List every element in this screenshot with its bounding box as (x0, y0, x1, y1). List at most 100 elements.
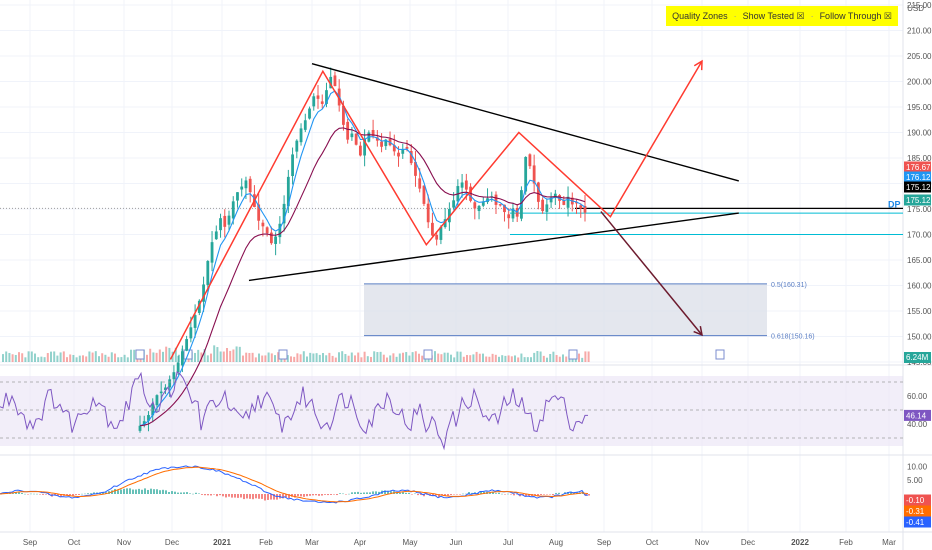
macd-histogram-bar (444, 494, 446, 497)
price-badge (904, 171, 931, 183)
quality-zones-button[interactable]: Quality Zones (672, 11, 728, 21)
macd-histogram-bar (420, 494, 422, 496)
volume-bar (101, 353, 104, 362)
macd-histogram-bar (171, 491, 173, 494)
macd-histogram-bar (30, 493, 32, 495)
price-badge-label: 176.67 (906, 163, 931, 172)
macd-histogram-bar (297, 494, 299, 497)
volume-bar (514, 355, 516, 362)
macd-histogram-bar (219, 494, 221, 496)
volume-bar (382, 354, 385, 362)
volume-bar (373, 351, 376, 362)
volume-bar (552, 351, 555, 362)
volume-bar (510, 356, 513, 362)
macd-histogram-bar (318, 494, 320, 496)
macd-histogram-bar (453, 494, 455, 495)
volume-bar (549, 354, 552, 362)
macd-histogram-bar (537, 494, 539, 497)
volume-bar (267, 352, 270, 362)
candle-body (193, 315, 197, 328)
time-tick-label: Sep (23, 538, 38, 547)
macd-histogram-bar (141, 489, 143, 494)
macd-tick-label: 5.00 (907, 476, 923, 485)
volume-bar (56, 355, 59, 362)
volume-bar (158, 349, 161, 362)
candle-body (147, 415, 150, 421)
macd-histogram-bar (258, 494, 260, 499)
macd-histogram-bar (72, 494, 74, 497)
macd-histogram-bar (90, 493, 92, 494)
volume-bar (50, 351, 52, 362)
volume-bar (482, 353, 484, 362)
volume-bar (296, 353, 299, 362)
price-tick-label: 155.00 (907, 307, 932, 316)
macd-histogram-bar (378, 491, 380, 494)
macd-histogram-bar (168, 491, 170, 494)
volume-bar (459, 351, 462, 362)
volume-bar (248, 352, 251, 362)
candle-body (371, 129, 375, 137)
grid (0, 0, 903, 532)
price-tick-label: 200.00 (907, 78, 932, 87)
candle-body (168, 379, 172, 388)
triangle-trendline (248, 212, 739, 282)
macd-histogram-bar (294, 494, 296, 498)
macd-histogram-bar (240, 494, 242, 498)
candle-body (511, 208, 515, 219)
time-tick-label: Jun (450, 538, 463, 547)
macd-histogram-bar (60, 494, 62, 497)
volume-bar (219, 351, 222, 362)
macd-histogram-bar (177, 492, 179, 494)
time-tick-label: 2021 (213, 538, 231, 547)
macd-histogram-bar (21, 493, 23, 494)
volume-bar (318, 354, 321, 362)
earnings-marker (568, 349, 578, 360)
volume-bar (251, 352, 254, 362)
volume-bar (491, 353, 494, 362)
macd-histogram-bar (285, 494, 287, 498)
macd-histogram-bar (495, 493, 497, 494)
volume-bar (555, 355, 558, 362)
volume-bar (309, 352, 312, 362)
candle-body (189, 327, 193, 339)
show-tested-toggle[interactable]: Show Tested ☒ (742, 10, 805, 21)
macd-histogram-bar (255, 494, 257, 499)
candle-body (299, 128, 303, 143)
macd-histogram-bar (390, 491, 392, 494)
macd-histogram-bar (273, 494, 275, 500)
macd-histogram-bar (144, 488, 146, 494)
macd-histogram-bar (210, 494, 212, 496)
candle-body (384, 139, 388, 147)
time-tick-label: Mar (305, 538, 319, 547)
macd-histogram-bar (357, 491, 359, 494)
volume-bar (398, 353, 401, 362)
macd-histogram-bar (321, 494, 323, 496)
earnings-marker (135, 349, 145, 360)
macd-histogram-bar (438, 494, 440, 498)
volume-bar (59, 352, 62, 362)
triangle-trendline (311, 62, 739, 182)
volume-bar (376, 352, 379, 362)
candle-body (583, 205, 587, 213)
macd-histogram-bar (132, 489, 134, 494)
macd-histogram-bar (387, 490, 389, 494)
macd-histogram-bar (552, 494, 554, 496)
macd-histogram-bar (135, 489, 137, 494)
macd-histogram-bar (24, 493, 26, 495)
time-tick-label: Dec (741, 538, 755, 547)
candle-body (269, 232, 273, 244)
macd-histogram-bar (303, 494, 305, 497)
macd-histogram-bar (402, 492, 404, 494)
follow-through-toggle[interactable]: Follow Through ☒ (819, 10, 892, 21)
candle-body (142, 421, 146, 425)
volume-bar (242, 355, 244, 362)
candle-body (172, 372, 176, 380)
macd-histogram-bar (447, 494, 449, 496)
macd-histogram-bar (549, 494, 551, 495)
macd-histogram-bar (405, 492, 407, 494)
volume-bar (501, 355, 504, 362)
volume-bar (402, 352, 404, 362)
time-tick-label: Nov (695, 538, 709, 547)
volume-bar (350, 352, 353, 362)
volume-bar (306, 356, 308, 362)
